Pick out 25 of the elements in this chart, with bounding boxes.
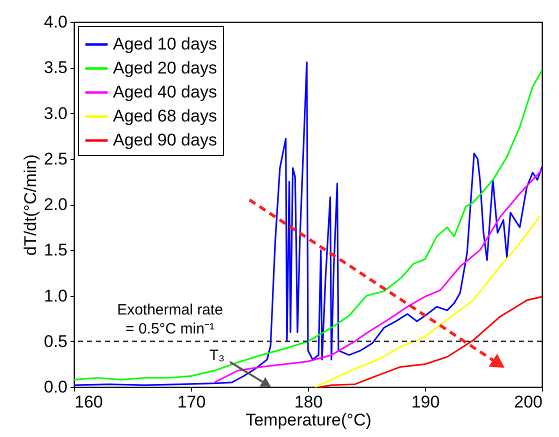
line-series <box>318 296 543 388</box>
y-tick-label: 0.0 <box>44 378 68 396</box>
x-tick-label: 190 <box>411 392 440 412</box>
y-tick-label: 2.5 <box>44 149 68 168</box>
legend-label: Aged 10 days <box>113 34 217 54</box>
x-tick-label: 180 <box>294 392 323 412</box>
y-tick-label: 3.0 <box>44 104 68 123</box>
y-tick-label: 4.0 <box>44 12 68 32</box>
legend-label: Aged 20 days <box>113 58 217 78</box>
x-tick-label: 160 <box>74 392 103 412</box>
legend-label: Aged 40 days <box>113 82 217 102</box>
y-axis-title: dT/dt(°C/min) <box>20 154 40 256</box>
legend-label: Aged 90 days <box>113 130 217 150</box>
annotation: T₃ <box>209 347 225 364</box>
ref-line-label: Exothermal rate = 0.5°C min⁻¹ <box>117 301 223 338</box>
x-tick-label: 170 <box>177 392 206 412</box>
line-series <box>314 216 540 388</box>
legend-label: Aged 68 days <box>113 106 217 126</box>
y-tick-label: 2.0 <box>44 195 68 214</box>
y-tick-label: 3.5 <box>44 58 68 78</box>
y-tick-label: 1.0 <box>44 286 68 306</box>
x-axis-title: Temperature(°C) <box>246 410 372 430</box>
x-tick-label: 200 <box>514 392 542 412</box>
y-tick-label: 1.5 <box>44 240 68 260</box>
y-tick-label: 0.5 <box>44 332 68 351</box>
